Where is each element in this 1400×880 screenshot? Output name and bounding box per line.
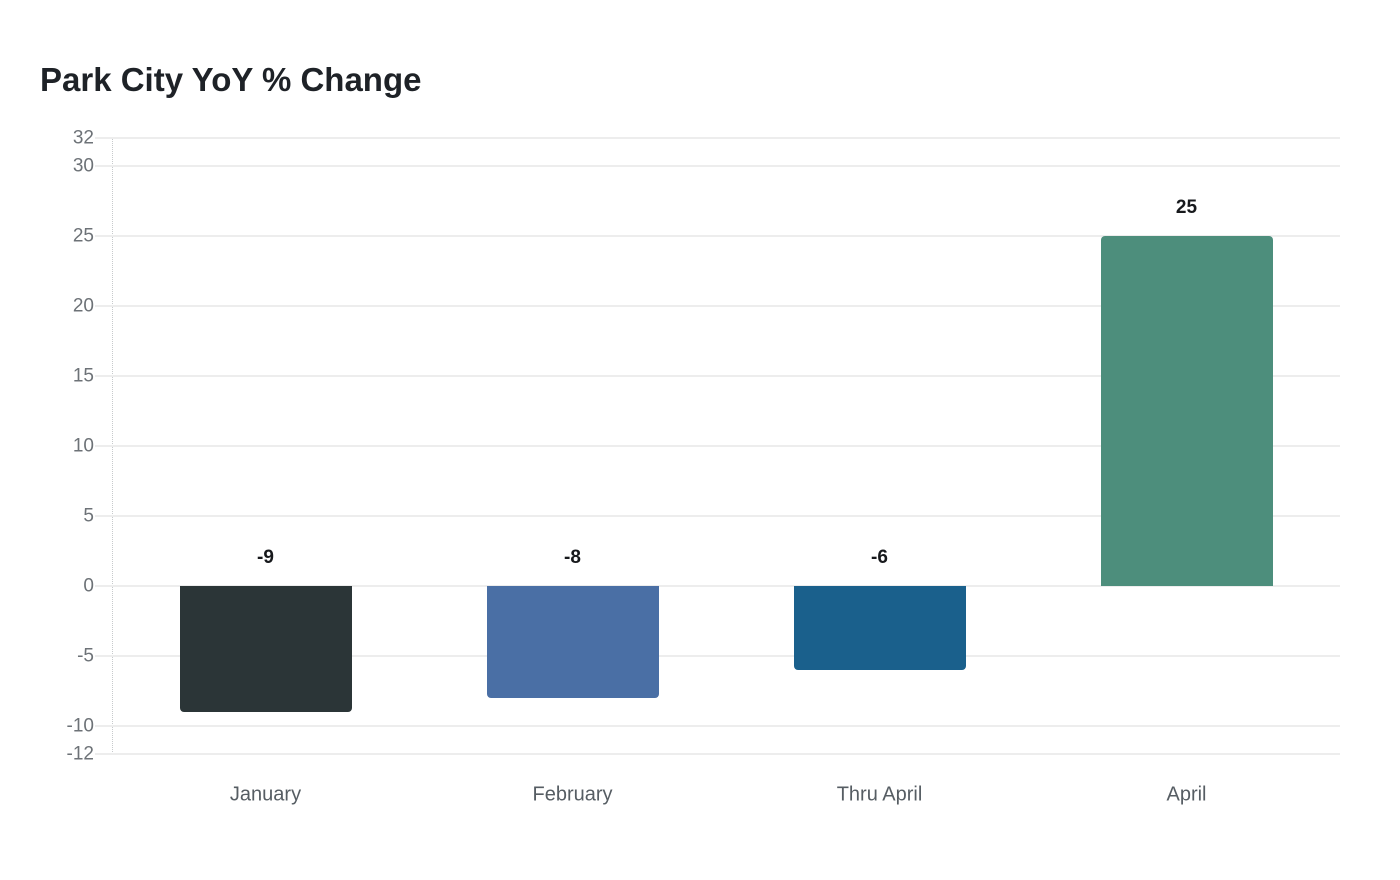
value-label-february: -8 (564, 547, 581, 568)
gridline (95, 137, 1340, 139)
y-tick-label: 10 (72, 435, 94, 457)
gridline (95, 753, 1340, 755)
y-tick-label: 5 (83, 505, 94, 527)
gridline (95, 375, 1340, 377)
gridline (95, 235, 1340, 237)
gridline (95, 445, 1340, 447)
y-tick-label: 0 (83, 575, 94, 597)
chart-title: Park City YoY % Change (40, 61, 422, 98)
gridline (95, 515, 1340, 517)
bar-february (486, 586, 659, 698)
bar-thru-april (793, 586, 966, 670)
gridline (95, 725, 1340, 727)
value-label-april: 25 (1175, 197, 1198, 218)
y-tick-label: 20 (72, 295, 94, 317)
x-axis-label-thru-april: Thru April (836, 783, 923, 806)
bar-january (179, 586, 352, 712)
value-label-thru-april: -6 (871, 547, 888, 568)
y-tick-label: -5 (77, 645, 94, 667)
y-tick-label: 30 (72, 155, 94, 177)
gridline (95, 165, 1340, 167)
y-tick-label: 25 (72, 225, 94, 247)
gridline (95, 305, 1340, 307)
value-label-january: -9 (257, 547, 274, 568)
gridline (95, 585, 1340, 587)
x-axis-label-january: January (229, 783, 302, 806)
x-axis-label-february: February (532, 783, 613, 806)
bar-april (1100, 236, 1273, 586)
y-tick-label: 15 (72, 365, 94, 387)
y-tick-label: -10 (66, 715, 94, 737)
plot-area: 32 30 25 20 15 10 5 0 -5 -10 -12 -9 January -8 Februar… (67, 129, 1340, 806)
y-tick-label: -12 (66, 743, 94, 765)
y-tick-label: 32 (72, 127, 94, 149)
gridline (95, 655, 1340, 657)
x-axis-label-april: April (1166, 783, 1207, 806)
